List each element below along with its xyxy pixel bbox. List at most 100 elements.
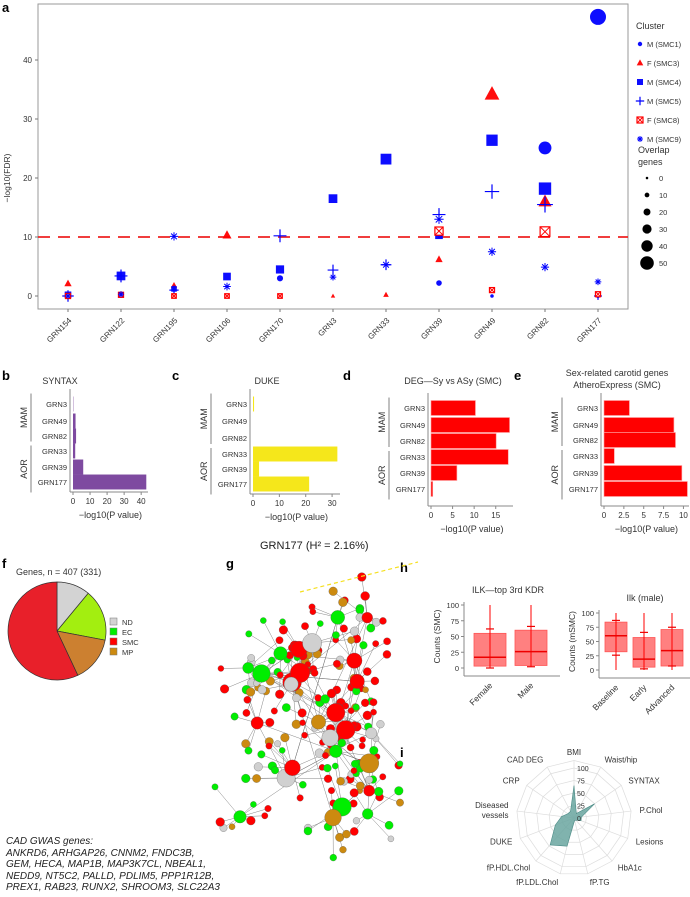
bar-category-label: GRN3 (46, 400, 67, 409)
radar-axis-label: DUKE (490, 837, 512, 846)
size-legend-label: 40 (659, 242, 667, 251)
radar-spoke (573, 817, 589, 874)
bar-category-label: GRN177 (569, 485, 598, 494)
group-label-aor: AOR (19, 459, 29, 479)
bar (253, 396, 255, 412)
network-node (268, 656, 276, 665)
x-tick-label: Baseline (590, 682, 620, 712)
bar-chart-title: SYNTAX (42, 376, 77, 386)
caption-heading: CAD GWAS genes: (6, 836, 94, 847)
bar (253, 476, 310, 492)
network-node (370, 676, 380, 686)
network-edge (291, 682, 334, 818)
size-legend-label: 0 (659, 174, 663, 183)
data-point-triangle (435, 255, 443, 263)
x-tick-label: GRN3 (316, 316, 338, 338)
panel-label-f: f (2, 556, 7, 571)
legend-swatch (109, 617, 118, 626)
data-point-boxx (539, 226, 551, 238)
network-node (384, 821, 394, 830)
y-tick-label: 75 (451, 617, 459, 626)
data-point-triangle (383, 291, 389, 297)
bar (253, 461, 260, 477)
data-point-square (223, 272, 231, 281)
network-node (279, 747, 286, 754)
size-legend-label: 10 (659, 191, 667, 200)
x-tick-label: 10 (86, 497, 95, 506)
network-hub-node (324, 809, 342, 827)
bar-chart-title: DEG—Sy vs ASy (SMC) (404, 376, 502, 386)
bar (603, 432, 676, 448)
network-node (280, 733, 290, 743)
bar (430, 481, 434, 497)
x-tick-label: 10 (679, 511, 688, 520)
network-node (320, 694, 330, 704)
x-tick-label: 10 (470, 511, 479, 520)
x-tick-label: 20 (301, 499, 310, 508)
network-hub-node (321, 729, 339, 747)
panel-label-d: d (343, 368, 351, 383)
network-hub-node (365, 727, 378, 740)
network-node (292, 693, 301, 703)
legend-swatch (109, 627, 118, 636)
radar-grid (524, 767, 624, 867)
y-tick-label: 50 (586, 638, 594, 647)
data-point-circle (538, 141, 552, 155)
y-tick-label: 75 (586, 623, 594, 632)
y-tick-label: 40 (23, 56, 32, 65)
network-node (336, 777, 345, 786)
data-point-circle (436, 280, 442, 286)
network-edge (335, 751, 361, 787)
marker-cross (224, 293, 230, 299)
x-tick-label: Female (467, 680, 494, 707)
network-node (252, 774, 261, 783)
legend-title: Cluster (636, 21, 665, 31)
legend-label: EC (122, 628, 133, 637)
plot-frame (37, 3, 629, 310)
connector-arrow (299, 561, 419, 593)
x-tick-label: 15 (491, 511, 500, 520)
data-point-circle (490, 294, 494, 298)
data-point-plus (273, 229, 287, 243)
bar-chart-subtitle: AtheroExpress (SMC) (573, 380, 661, 390)
network-node (379, 773, 387, 781)
x-tick-label: 0 (602, 511, 607, 520)
network-hub-node (233, 810, 247, 824)
x-tick-label: GRN195 (151, 316, 180, 345)
network-node (243, 696, 252, 704)
legend-label: M (SMC9) (647, 135, 682, 144)
network-node (241, 739, 251, 749)
box-chart-title: ILK—top 3rd KDR (472, 585, 545, 595)
bar (430, 465, 458, 481)
legend-marker-triangle (636, 59, 644, 66)
network-title: GRN177 (H² = 2.16%) (260, 540, 369, 552)
radar-spoke (526, 785, 575, 819)
network-node (261, 812, 269, 820)
radar-spoke (573, 817, 628, 839)
network-edge (367, 813, 392, 839)
network-hub-node (329, 744, 343, 758)
network-node (322, 752, 329, 759)
network-node (265, 718, 275, 727)
network-node (363, 667, 372, 676)
caption-line: PREX1, RAB23, RUNX2, SHROOM3, SLC22A3 (6, 882, 220, 893)
network-node (246, 687, 256, 697)
data-point-triangle (484, 86, 500, 100)
network-node (279, 618, 286, 625)
network-node (299, 719, 306, 726)
network-node (230, 712, 239, 721)
legend-label: ND (122, 618, 133, 627)
network-node (247, 654, 255, 662)
network-node (346, 743, 355, 752)
bar (603, 465, 683, 481)
bar-category-label: GRN177 (218, 480, 247, 489)
bar (73, 474, 147, 490)
y-tick-label: 25 (451, 648, 459, 657)
network-node (365, 775, 374, 784)
panel-label-a: a (2, 0, 10, 15)
data-point-asterisk (169, 232, 179, 241)
network-hub-node (242, 662, 254, 674)
network-node (323, 764, 332, 773)
y-tick-label: 100 (446, 601, 459, 610)
network-node (382, 650, 392, 659)
